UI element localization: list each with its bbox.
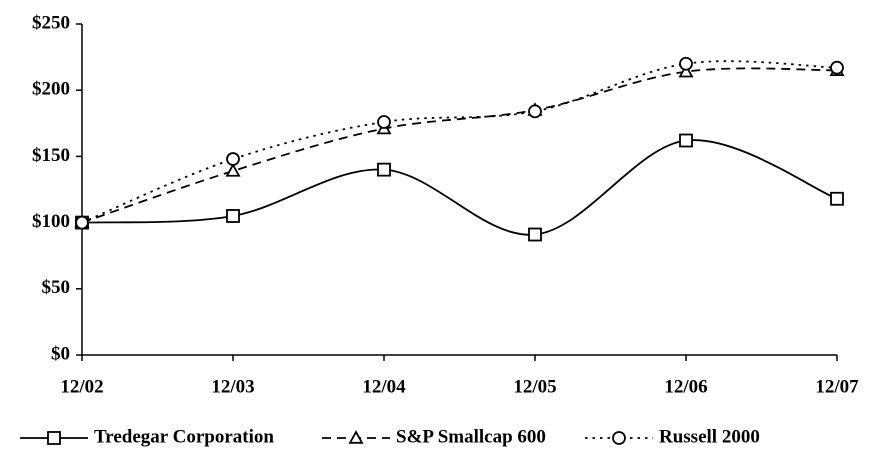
marker — [377, 115, 391, 129]
marker — [612, 431, 626, 445]
y-tick-label: $200 — [32, 79, 70, 100]
x-tick-label: 12/04 — [362, 376, 406, 397]
legend-label: S&P Smallcap 600 — [396, 426, 546, 447]
y-tick-label: $50 — [42, 277, 71, 298]
marker — [47, 431, 61, 445]
series-line — [81, 67, 838, 224]
y-tick-label: $100 — [32, 211, 70, 232]
x-tick-label: 12/03 — [211, 376, 254, 397]
marker — [377, 162, 391, 177]
marker — [75, 215, 89, 230]
marker — [348, 430, 364, 444]
y-tick-label: $0 — [51, 343, 70, 364]
marker — [830, 191, 844, 206]
legend-label: Russell 2000 — [659, 426, 760, 447]
marker — [225, 163, 241, 177]
legend-label: Tredegar Corporation — [94, 426, 274, 447]
y-tick-label: $250 — [32, 12, 70, 33]
y-tick-label: $150 — [32, 145, 70, 166]
marker — [528, 227, 542, 242]
series-line — [81, 139, 838, 236]
x-tick-label: 12/06 — [664, 376, 707, 397]
marker — [679, 56, 693, 71]
marker — [678, 63, 694, 78]
marker — [679, 133, 693, 148]
series-line — [81, 60, 838, 224]
x-tick-label: 12/02 — [60, 376, 103, 397]
marker — [528, 104, 542, 119]
marker — [226, 209, 240, 223]
marker — [830, 60, 844, 75]
x-tick-label: 12/05 — [513, 376, 556, 397]
x-tick-label: 12/07 — [815, 376, 859, 397]
marker — [226, 152, 240, 166]
